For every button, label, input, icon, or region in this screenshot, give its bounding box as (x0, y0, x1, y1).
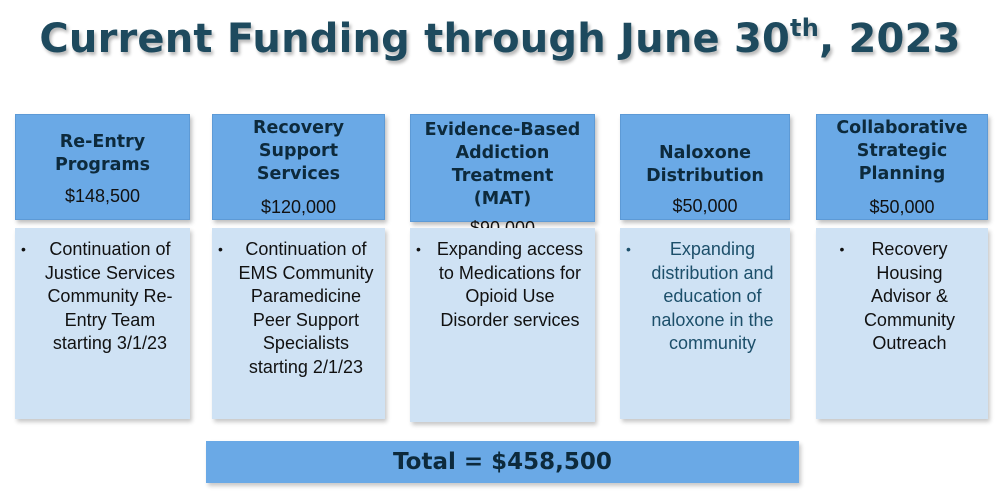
bullet-icon: • (839, 241, 845, 257)
bullet-icon: • (218, 241, 223, 257)
page-title: Current Funding through June 30th, 2023 (39, 14, 961, 62)
card-title: Naloxone Distribution (646, 143, 764, 186)
card-body: • Expanding distribution and education o… (620, 228, 790, 419)
card-recovery-support-services: Recovery Support Services $120,000 • Con… (212, 114, 385, 419)
card-amount: $50,000 (672, 196, 738, 216)
card-title: Collaborative Strategic Planning (836, 118, 968, 184)
card-amount: $50,000 (869, 197, 935, 217)
bullet-text: Continuation of Justice Services Communi… (44, 239, 175, 353)
card-body: • Expanding access to Medications for Op… (410, 228, 595, 422)
card-naloxone-distribution: Naloxone Distribution $50,000 • Expandin… (620, 114, 790, 419)
card-header: Naloxone Distribution $50,000 (620, 114, 790, 220)
total-banner: Total = $458,500 (206, 441, 799, 483)
card-header: Recovery Support Services $120,000 (212, 114, 385, 220)
card-collaborative-strategic-planning: Collaborative Strategic Planning $50,000… (816, 114, 988, 419)
bullet-icon: • (626, 241, 631, 257)
card-evidence-based-addiction-treatment: Evidence-Based Addiction Treatment (MAT)… (410, 114, 595, 422)
card-amount: $120,000 (260, 197, 337, 217)
card-header: Collaborative Strategic Planning $50,000 (816, 114, 988, 220)
card-body: • Recovery Housing Advisor & Community O… (816, 228, 988, 419)
bullet-text: Recovery Housing Advisor & Community Out… (863, 239, 955, 353)
bullet-text: Expanding distribution and education of … (651, 239, 774, 353)
bullet-item: • Recovery Housing Advisor & Community O… (822, 238, 982, 356)
card-title: Re-Entry Programs (54, 132, 151, 175)
card-body: • Continuation of Justice Services Commu… (15, 228, 190, 419)
card-amount: $148,500 (64, 186, 141, 206)
card-title: Recovery Support Services (252, 118, 345, 184)
bullet-text: Expanding access to Medications for Opio… (436, 239, 583, 330)
bullet-icon: • (416, 241, 421, 257)
bullet-item: • Continuation of Justice Services Commu… (21, 238, 184, 356)
bullet-item: • Expanding distribution and education o… (626, 238, 784, 356)
bullet-text: Continuation of EMS Community Paramedici… (238, 239, 374, 377)
card-header: Evidence-Based Addiction Treatment (MAT)… (410, 114, 595, 238)
bullet-item: • Continuation of EMS Community Paramedi… (218, 238, 379, 379)
card-header: Re-Entry Programs $148,500 (15, 114, 190, 220)
card-title: Evidence-Based Addiction Treatment (MAT) (424, 120, 581, 209)
bullet-item: • Expanding access to Medications for Op… (416, 238, 589, 332)
card-body: • Continuation of EMS Community Paramedi… (212, 228, 385, 419)
card-re-entry-programs: Re-Entry Programs $148,500 • Continuatio… (15, 114, 190, 419)
bullet-icon: • (21, 241, 26, 257)
